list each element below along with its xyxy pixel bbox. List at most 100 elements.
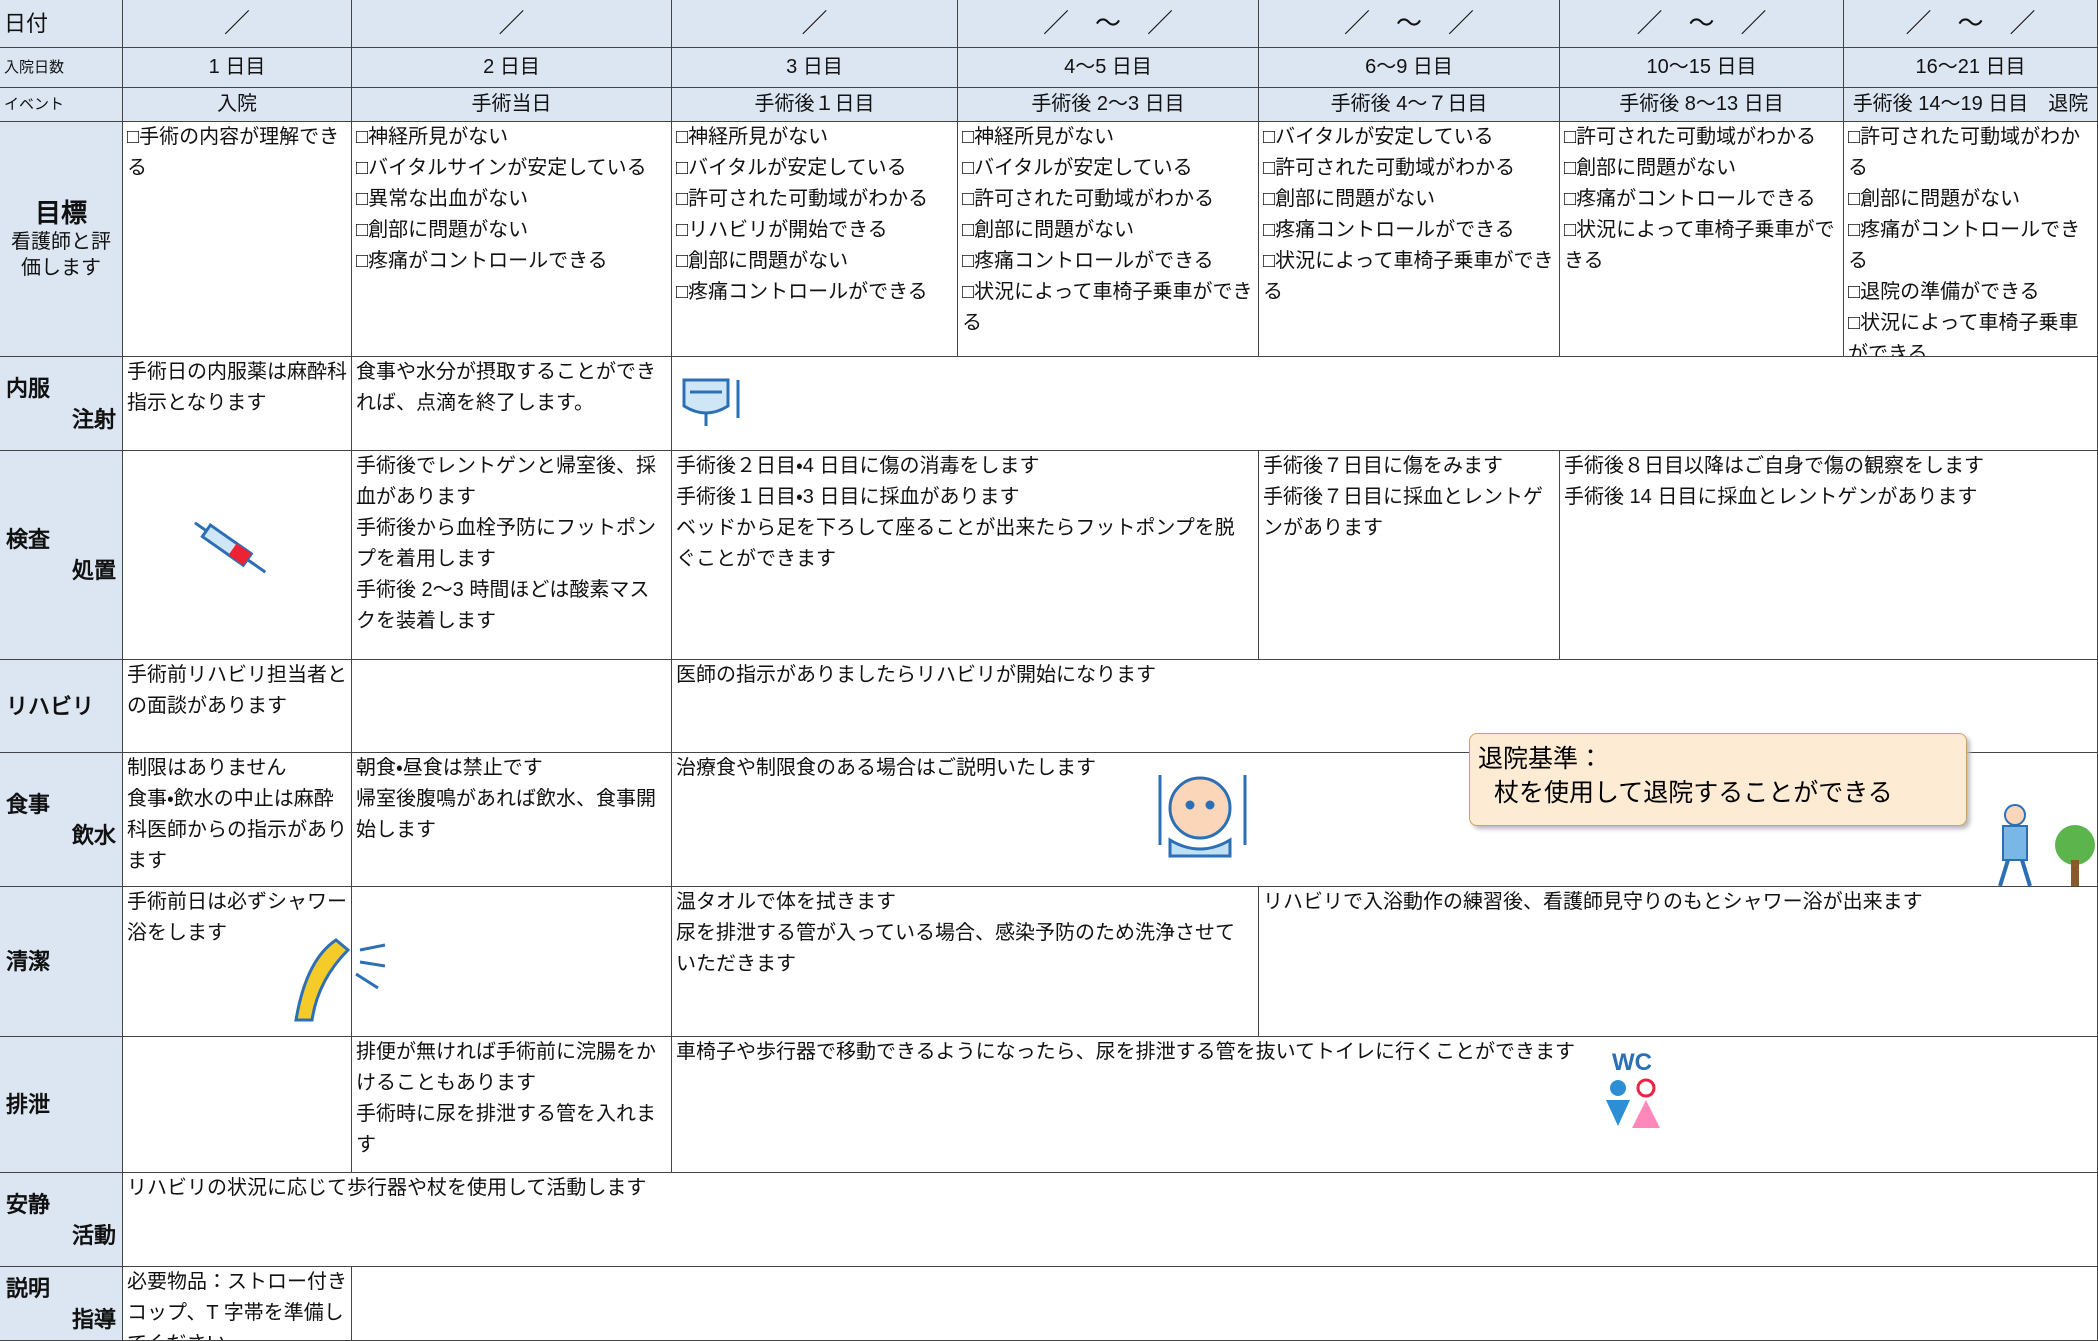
table-cell: □神経所見がない □バイタルが安定している □許可された可動域がわかる □リハビリが開… — [672, 122, 958, 357]
table-cell — [352, 1267, 2098, 1341]
row-label: 入院日数 — [0, 48, 123, 88]
cell-text: 食事や水分が摂取することができれば、点滴を終了します。 — [356, 361, 656, 414]
label-line: 安静 — [6, 1191, 51, 1217]
label-line: 検査 — [6, 527, 51, 552]
cell-text: □許可された可動域がわかる — [676, 188, 929, 210]
cell-text: 食事・飲水の中止は麻酔科医師からの指示があります — [127, 788, 347, 872]
label-line: 処置 — [71, 558, 116, 583]
cell-text: □許可された可動域がわかる — [1848, 126, 2081, 179]
table-cell: □バイタルが安定している □許可された可動域がわかる □創部に問題がない □疼痛コント… — [1259, 122, 1560, 357]
table-cell: 手術後８日目以降はご自身で傷の観察をします 手術後 14 日目に採血とレントゲンが… — [1560, 451, 2098, 660]
cell-text: 帰室後腹鳴があれば飲水、食事開始します — [356, 788, 656, 841]
row-label: 安静 活動 — [0, 1173, 123, 1267]
label-line: 注射 — [71, 406, 116, 432]
cell-text: □創部に問題がない — [1263, 188, 1436, 210]
cell-text: 手術後８日目以降はご自身で傷の観察をします — [1564, 455, 1984, 477]
header-cell: 手術後 8～13 日目 — [1560, 88, 1844, 122]
label-line: 目標 — [34, 197, 87, 228]
header-cell: 6～9 日目 — [1259, 48, 1560, 88]
header-cell: 16～21 日目 — [1844, 48, 2098, 88]
label-line: 清潔 — [6, 949, 51, 974]
label-line: 飲水 — [71, 822, 116, 848]
table-cell — [123, 1037, 352, 1173]
cell-text: □疼痛コントロールができる — [676, 281, 928, 303]
row-label: 目標 看護師と評価します — [0, 122, 123, 357]
cell-text: □状況によって車椅子乗車ができる — [1848, 312, 2079, 357]
cell-text: □バイタルサインが安定している — [356, 157, 647, 179]
cell-text: 温タオルで体を拭きます — [676, 891, 896, 913]
table-cell: □手術の内容が理解できる — [123, 122, 352, 357]
cell-text: 手術後７日目に採血とレントゲンがあります — [1263, 486, 1543, 539]
table-cell: 手術後でレントゲンと帰室後、採血があります 手術後から血栓予防にフットポンプを着用… — [352, 451, 672, 660]
table-cell: 手術前リハビリ担当者との面談があります — [123, 660, 352, 753]
callout-text: 杖を使用して退院することができる — [1494, 779, 1893, 807]
cell-text: □神経所見がない — [676, 126, 829, 148]
cell-text: □リハビリが開始できる — [676, 219, 888, 241]
table-cell: 手術後７日目に傷をみます手術後７日目に採血とレントゲンがあります — [1259, 451, 1560, 660]
cell-text: □疼痛コントロールができる — [962, 250, 1214, 272]
table-cell — [672, 357, 2098, 451]
cell-text: 手術後７日目に傷をみます — [1263, 455, 1503, 477]
cell-text: 手術日の内服薬は麻酔科指示となります — [127, 361, 347, 414]
table-cell — [123, 451, 352, 660]
cell-text: 手術後１日目・3 日目に採血があります — [676, 486, 1020, 508]
callout-title: 退院基準： — [1478, 745, 1604, 773]
table-cell: □許可された可動域がわかる □創部に問題がない □疼痛がコントロールできる □退院の準… — [1844, 122, 2098, 357]
cell-text: 医師の指示がありましたらリハビリが開始になります — [676, 664, 1156, 686]
header-cell: ／ — [352, 0, 672, 48]
header-cell: 入院 — [123, 88, 352, 122]
header-cell: 手術後１日目 — [672, 88, 958, 122]
table-cell: 手術後２日目・4 日目に傷の消毒をします 手術後１日目・3 日目に採血がありますベ… — [672, 451, 1259, 660]
cell-text: □バイタルが安定している — [962, 157, 1193, 179]
discharge-criteria: 退院基準： 杖を使用して退院することができる — [1469, 733, 1967, 826]
header-cell: 2 日目 — [352, 48, 672, 88]
cell-text: □創部に問題がない — [1564, 157, 1737, 179]
cell-text: □バイタルが安定している — [676, 157, 907, 179]
table-cell: 車椅子や歩行器で移動できるようになったら、尿を排泄する管を抜いてトイレに行くこと… — [672, 1037, 2098, 1173]
row-label: 排泄 — [0, 1037, 123, 1173]
table-cell: 制限はありません 食事・飲水の中止は麻酔科医師からの指示があります — [123, 753, 352, 887]
label-line: 活動 — [71, 1222, 116, 1248]
cell-text: 治療食や制限食のある場合はご説明いたします — [676, 757, 1096, 779]
header-cell: ／ ～ ／ — [1560, 0, 1844, 48]
label-line: 説明 — [6, 1275, 51, 1301]
header-cell: 手術後 2～3 日目 — [958, 88, 1259, 122]
header-cell: 10～15 日目 — [1560, 48, 1844, 88]
cell-text: 必要物品：ストロー付きコップ、T 字帯を準備してください — [127, 1271, 347, 1340]
row-label: イベント — [0, 88, 123, 122]
cell-text: 手術後 2～3 時間ほどは酸素マスクを装着します — [356, 579, 650, 632]
row-label: 食事 飲水 — [0, 753, 123, 887]
cell-text: 排便が無ければ手術前に浣腸をかけることもあります — [356, 1041, 656, 1094]
cell-text: □疼痛がコントロールできる — [1564, 188, 1816, 210]
label-line: 看護師と評価します — [11, 230, 111, 279]
cell-text: □状況によって車椅子乗車ができる — [962, 281, 1253, 334]
cell-text: □許可された可動域がわかる — [1564, 126, 1817, 148]
table-cell: 温タオルで体を拭きます 尿を排泄する管が入っている場合、感染予防のため洗浄させてい… — [672, 887, 1259, 1037]
cell-text: □神経所見がない — [962, 126, 1115, 148]
cell-text: □疼痛がコントロールできる — [356, 250, 608, 272]
cell-text: □疼痛がコントロールできる — [1848, 219, 2081, 272]
cell-text: □許可された可動域がわかる — [962, 188, 1215, 210]
row-label: リハビリ — [0, 660, 123, 753]
cell-text: 手術時に尿を排泄する管を入れます — [356, 1103, 656, 1156]
table-cell: リハビリの状況に応じて歩行器や杖を使用して活動します — [123, 1173, 2098, 1267]
cell-text: 朝食・昼食は禁止です — [356, 757, 543, 779]
row-label: 内服 注射 — [0, 357, 123, 451]
table-cell: □神経所見がない □バイタルサインが安定している □異常な出血がない □創部に問題がな… — [352, 122, 672, 357]
cell-text: □状況によって車椅子乗車ができる — [1263, 250, 1554, 303]
cell-text: 手術後から血栓予防にフットポンプを着用します — [356, 517, 656, 570]
cell-text: ベッドから足を下ろして座ることが出来たらフットポンプを脱ぐことができます — [676, 517, 1235, 570]
cell-text: □創部に問題がない — [676, 250, 849, 272]
table-cell: 朝食・昼食は禁止です帰室後腹鳴があれば飲水、食事開始します — [352, 753, 672, 887]
cell-text: □異常な出血がない — [356, 188, 529, 210]
label-line: リハビリ — [6, 693, 95, 719]
cell-text: □手術の内容が理解できる — [127, 126, 340, 179]
row-label: 説明 指導 — [0, 1267, 123, 1341]
cell-text: □バイタルが安定している — [1263, 126, 1494, 148]
cell-text: □創部に問題がない — [1848, 188, 2021, 210]
header-cell: ／ — [672, 0, 958, 48]
table-cell: □許可された可動域がわかる □創部に問題がない □疼痛がコントロールできる □状況によ… — [1560, 122, 1844, 357]
cell-text: 手術後 14 日目に採血とレントゲンがあります — [1564, 486, 1978, 508]
table-cell: 食事や水分が摂取することができれば、点滴を終了します。 — [352, 357, 672, 451]
